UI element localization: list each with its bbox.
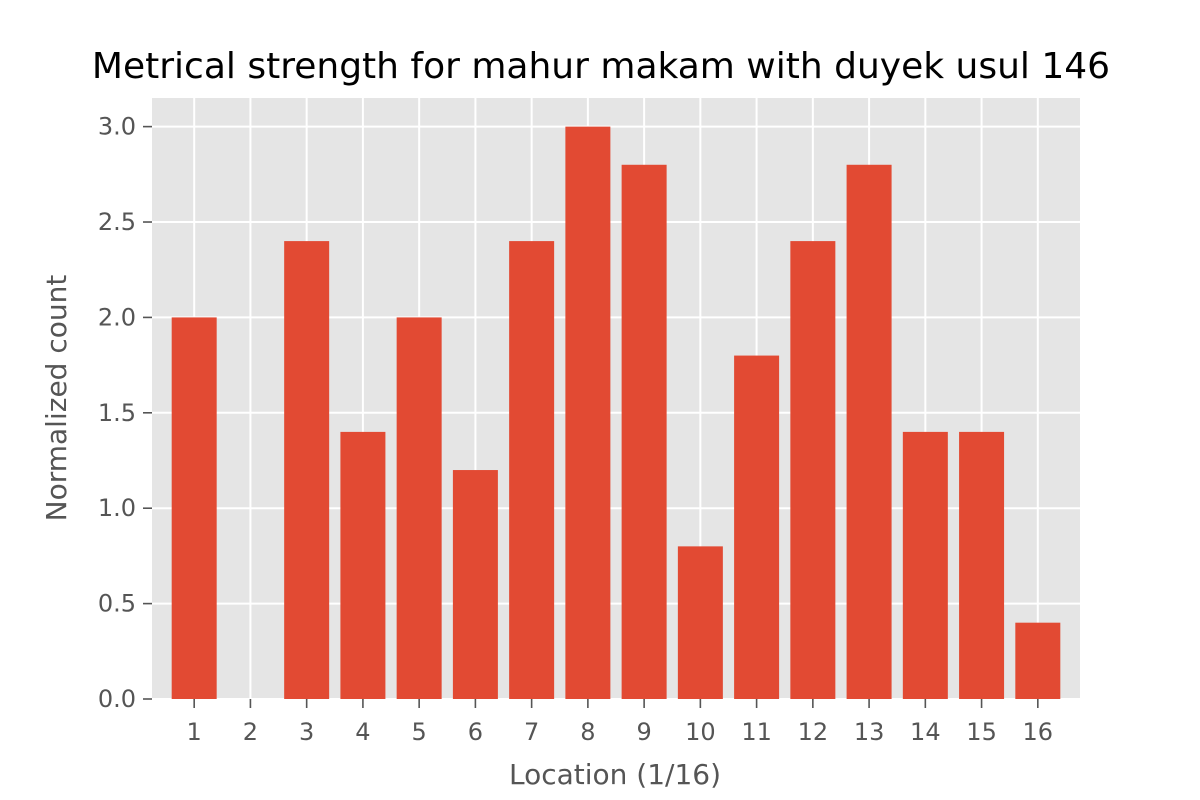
x-axis-label: Location (1/16) <box>509 758 721 791</box>
bar-3 <box>284 241 330 699</box>
bar-15 <box>959 431 1005 699</box>
bar-12 <box>790 241 836 699</box>
x-tick-label: 4 <box>355 718 370 746</box>
bar-5 <box>396 317 442 699</box>
x-tick-label: 6 <box>468 718 483 746</box>
bar-7 <box>509 241 555 699</box>
bar-1 <box>171 317 217 699</box>
y-tick-label: 2.5 <box>98 208 136 236</box>
y-tick-label: 2.0 <box>98 303 136 331</box>
x-tick-label: 5 <box>412 718 427 746</box>
x-tick-label: 1 <box>187 718 202 746</box>
x-tick-label: 9 <box>636 718 651 746</box>
x-tick-label: 7 <box>524 718 539 746</box>
bar-9 <box>621 164 667 699</box>
x-tick-label: 16 <box>1023 718 1054 746</box>
bar-11 <box>734 355 780 699</box>
y-tick-label: 0.0 <box>98 685 136 713</box>
y-tick-label: 3.0 <box>98 113 136 141</box>
x-tick-label: 11 <box>741 718 772 746</box>
x-tick-label: 13 <box>854 718 885 746</box>
bar-16 <box>1015 622 1061 699</box>
y-tick-label: 0.5 <box>98 590 136 618</box>
y-tick-label: 1.0 <box>98 494 136 522</box>
x-tick-label: 15 <box>966 718 997 746</box>
y-tick-label: 1.5 <box>98 399 136 427</box>
bar-10 <box>677 546 723 699</box>
x-tick-label: 8 <box>580 718 595 746</box>
bar-14 <box>902 431 948 699</box>
bar-13 <box>846 164 892 699</box>
bars <box>171 126 1061 700</box>
chart-title: Metrical strength for mahur makam with d… <box>92 46 1110 87</box>
bar-4 <box>340 431 386 699</box>
bar-6 <box>452 470 498 699</box>
y-axis-label: Normalized count <box>40 275 73 522</box>
bar-8 <box>565 126 611 700</box>
x-tick-label: 14 <box>910 718 941 746</box>
x-tick-label: 10 <box>685 718 716 746</box>
x-tick-label: 12 <box>798 718 829 746</box>
x-tick-label: 2 <box>243 718 258 746</box>
x-tick-label: 3 <box>299 718 314 746</box>
axis-ticks: 0.00.51.01.52.02.53.01 2 3 4 5 6 7 8 9 10 11 12 13 14… <box>98 113 1053 746</box>
